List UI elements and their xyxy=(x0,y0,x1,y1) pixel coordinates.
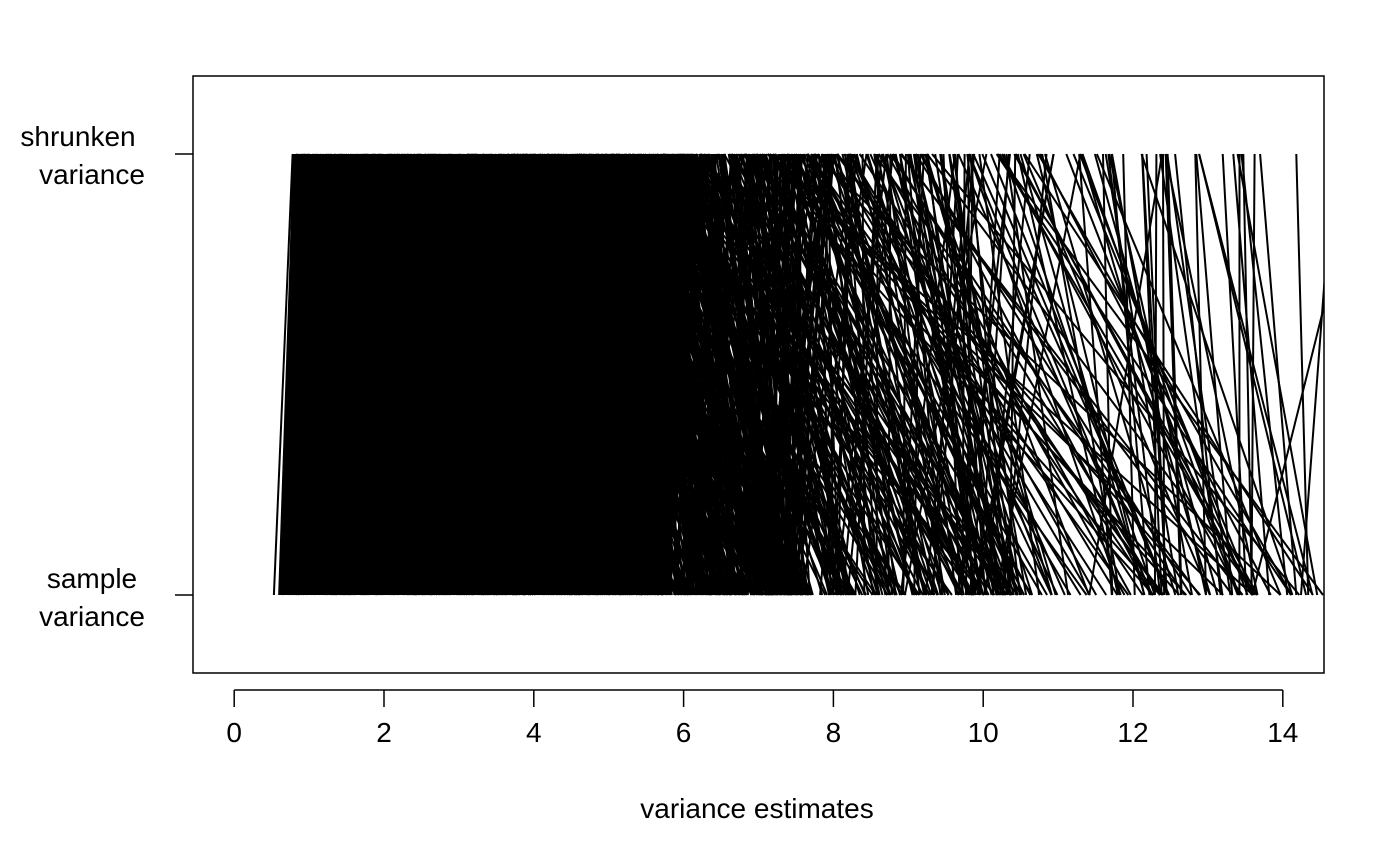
gene-line xyxy=(774,153,1188,596)
gene-line xyxy=(1300,274,1324,596)
x-tick-label: 8 xyxy=(826,717,842,748)
gene-line xyxy=(996,153,1324,596)
gene-line xyxy=(974,153,1055,596)
gene-line xyxy=(969,153,1008,596)
gene-line xyxy=(1259,153,1298,596)
gene-line xyxy=(745,153,1006,596)
gene-line xyxy=(1198,153,1308,596)
y-label-shrunken-line1: shrunken xyxy=(20,121,135,152)
x-tick-label: 2 xyxy=(376,717,392,748)
gene-line xyxy=(854,153,878,596)
gene-line xyxy=(849,153,1119,596)
gene-line xyxy=(1141,153,1168,596)
x-tick-label: 0 xyxy=(226,717,242,748)
gene-line xyxy=(749,153,767,596)
gene-line xyxy=(1221,153,1248,596)
gene-line xyxy=(931,153,1301,596)
gene-line xyxy=(924,153,995,596)
gene-line xyxy=(957,153,1154,596)
gene-line xyxy=(1195,153,1234,596)
gene-line xyxy=(875,153,879,596)
gene-line xyxy=(728,153,836,596)
gene-line xyxy=(780,153,786,596)
gene-line xyxy=(849,153,1059,596)
gene-line xyxy=(1140,153,1294,596)
gene-line xyxy=(913,153,922,596)
gene-line xyxy=(1251,302,1324,596)
gene-line xyxy=(830,153,1012,596)
gene-line xyxy=(783,153,801,596)
gene-line xyxy=(767,153,1254,596)
gene-line xyxy=(681,153,759,596)
gene-line xyxy=(968,153,1122,596)
gene-line xyxy=(781,153,811,596)
gene-line xyxy=(990,153,1169,596)
gene-line xyxy=(914,153,1192,596)
gene-line xyxy=(909,153,977,596)
gene-line xyxy=(894,153,989,596)
gene-line xyxy=(968,153,1153,596)
gene-line xyxy=(827,153,835,596)
x-tick-label: 14 xyxy=(1267,717,1298,748)
x-tick-label: 12 xyxy=(1117,717,1148,748)
gene-line xyxy=(1141,153,1163,596)
y-label-sample-line1: sample xyxy=(47,563,137,594)
gene-line xyxy=(1102,153,1114,596)
gene-line xyxy=(921,153,1090,596)
gene-line xyxy=(1162,153,1166,596)
gene-line xyxy=(661,153,974,596)
gene-line xyxy=(816,153,1202,596)
gene-line xyxy=(1194,153,1207,596)
gene-line xyxy=(754,153,777,596)
x-tick-label: 10 xyxy=(968,717,999,748)
gene-line xyxy=(1080,153,1212,596)
gene-line xyxy=(1088,153,1164,596)
y-label-sample-line2: variance xyxy=(39,601,145,632)
gene-line xyxy=(715,153,781,596)
gene-line xyxy=(751,153,898,596)
gene-line xyxy=(1107,153,1162,596)
x-axis-title: variance estimates xyxy=(640,793,873,824)
gene-line xyxy=(782,153,817,596)
gene-line xyxy=(1198,153,1314,596)
x-tick-label: 4 xyxy=(526,717,542,748)
gene-line xyxy=(1037,153,1293,596)
gene-line xyxy=(694,153,793,596)
gene-line xyxy=(758,153,990,596)
gene-line xyxy=(704,153,963,596)
gene-line xyxy=(699,153,1005,596)
gene-line xyxy=(940,153,1009,596)
gene-line xyxy=(766,153,785,596)
gene-line xyxy=(1174,153,1222,596)
gene-line xyxy=(820,153,1108,596)
y-label-shrunken-line2: variance xyxy=(39,159,145,190)
gene-line xyxy=(899,153,1244,596)
x-tick-label: 6 xyxy=(676,717,692,748)
plot-frame xyxy=(192,75,1325,674)
variance-lines xyxy=(272,153,1324,596)
gene-line xyxy=(836,153,850,596)
gene-line xyxy=(916,153,982,596)
gene-line xyxy=(794,153,830,596)
gene-line xyxy=(1093,153,1219,596)
gene-line xyxy=(1001,153,1048,596)
gene-line xyxy=(693,153,833,596)
x-axis: 0 2 4 6 8 10 12 14 xyxy=(226,689,1298,748)
dense-line-region xyxy=(280,154,699,595)
gene-line xyxy=(1023,153,1314,596)
gene-line xyxy=(1232,153,1271,596)
gene-line xyxy=(774,153,836,596)
gene-line xyxy=(755,153,1033,596)
gene-line xyxy=(1044,153,1177,596)
gene-line xyxy=(1240,153,1289,596)
gene-line xyxy=(272,153,294,596)
gene-line xyxy=(836,153,1164,596)
gene-line xyxy=(927,153,976,596)
gene-line xyxy=(766,153,830,596)
gene-line xyxy=(887,153,892,596)
gene-line xyxy=(681,153,802,596)
gene-line xyxy=(278,153,296,596)
